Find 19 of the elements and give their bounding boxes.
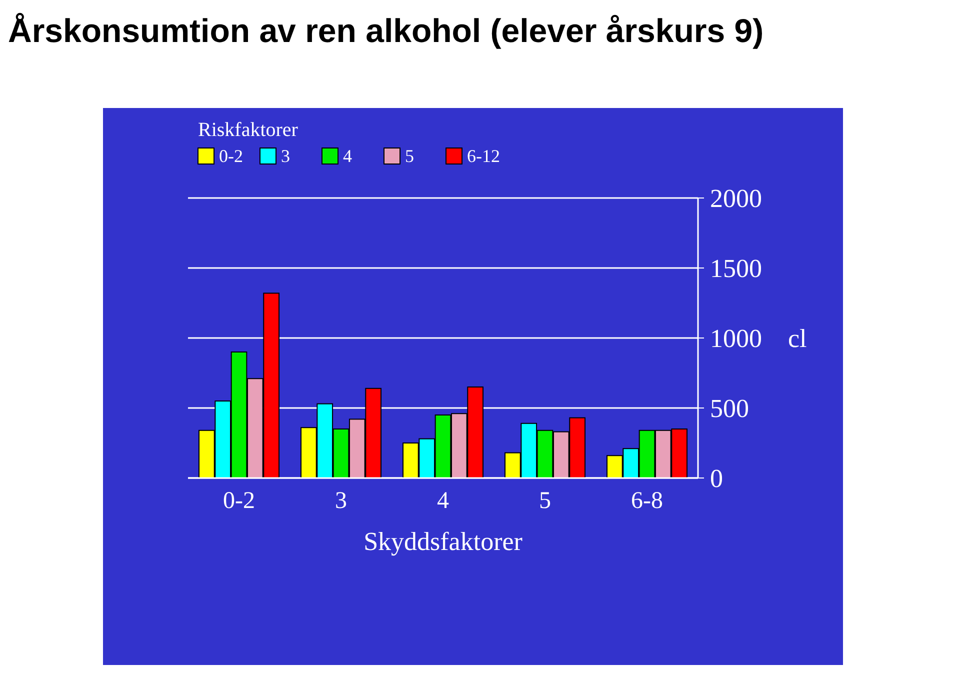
x-tick-label: 3 [335, 488, 347, 514]
x-axis-title: Skyddsfaktorer [364, 527, 523, 556]
legend-label: 4 [343, 146, 352, 166]
legend-label: 0-2 [219, 146, 243, 166]
x-tick-label: 0-2 [223, 488, 255, 514]
legend-label: 6-12 [467, 146, 500, 166]
x-tick-label: 4 [437, 488, 449, 514]
legend-label: 3 [281, 146, 290, 166]
y-tick-label: 1500 [710, 254, 762, 284]
chart-title: Årskonsumtion av ren alkohol (elever årskurs 9) [8, 12, 764, 49]
y-tick-label: 0 [710, 464, 723, 494]
y-axis-title: cl [788, 324, 807, 354]
x-tick-label: 6-8 [631, 488, 663, 514]
x-tick-label: 5 [539, 488, 551, 514]
y-tick-label: 1000 [710, 324, 762, 354]
y-tick-label: 500 [710, 394, 749, 424]
y-tick-label: 2000 [710, 184, 762, 214]
legend-label: 5 [405, 146, 414, 166]
legend-title: Riskfaktorer [198, 119, 298, 141]
